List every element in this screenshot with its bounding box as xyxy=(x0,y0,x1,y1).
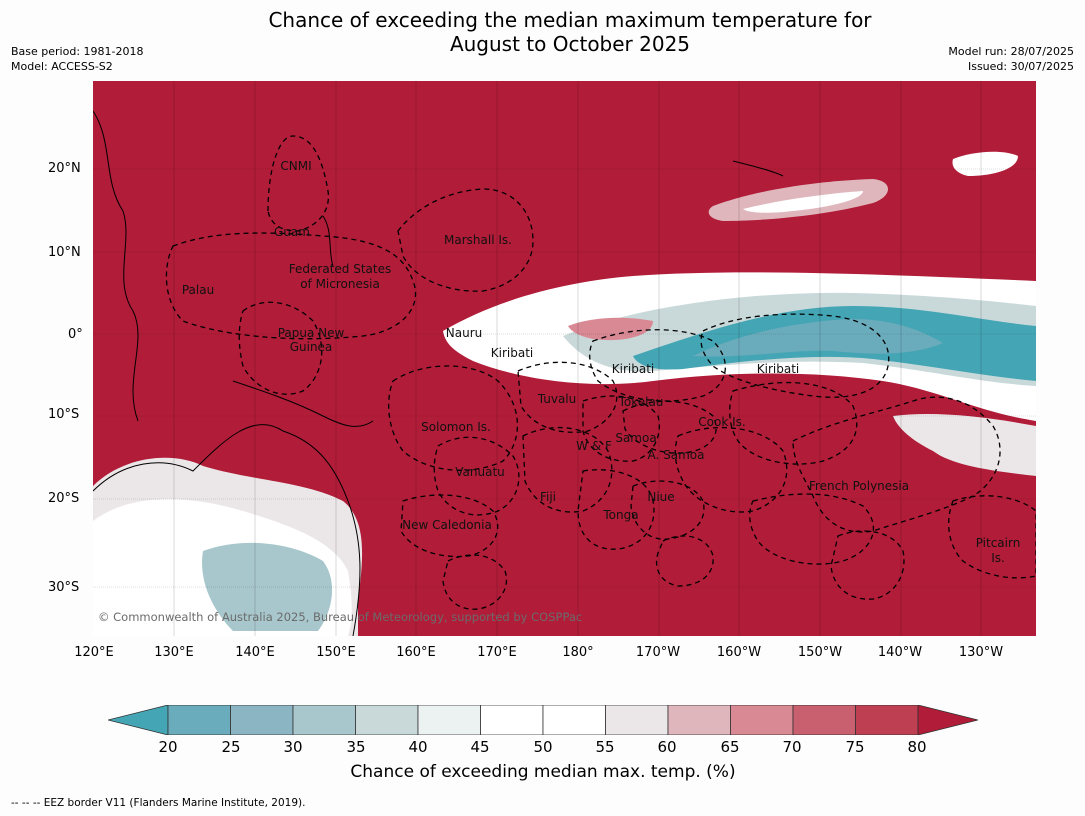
colorbar-cell xyxy=(855,705,919,735)
lat-tick: 10°S xyxy=(48,407,80,422)
colorbar-cell xyxy=(417,705,481,735)
colorbar-tick: 25 xyxy=(221,738,241,756)
colorbar-tick: 20 xyxy=(158,738,178,756)
place-label: Tokelau xyxy=(618,395,664,409)
place-label: Kiribati xyxy=(490,346,534,360)
anomaly-patch-southeast xyxy=(893,414,1036,476)
lon-tick: 180° xyxy=(562,645,594,660)
colorbar-tick: 50 xyxy=(533,738,553,756)
colorbar-tick: 35 xyxy=(346,738,366,756)
colorbar-cell xyxy=(792,705,856,735)
lon-tick: 170°E xyxy=(477,645,517,660)
lon-tick: 150°E xyxy=(316,645,356,660)
lon-tick: 150°W xyxy=(797,645,843,660)
place-label: CNMI xyxy=(280,159,312,173)
grid-lines xyxy=(93,81,1036,636)
lon-tick: 120°E xyxy=(74,645,114,660)
lat-tick: 0° xyxy=(68,327,83,342)
lon-tick: 160°E xyxy=(396,645,436,660)
place-label: Federated States xyxy=(288,262,392,276)
place-label: W & F xyxy=(576,439,612,453)
colorbar-tick: 75 xyxy=(845,738,865,756)
place-label: Nauru xyxy=(445,326,483,340)
place-label: Kiribati xyxy=(611,362,655,376)
colorbar-tick: 45 xyxy=(470,738,490,756)
colorbar-cell xyxy=(230,705,294,735)
place-label: Tuvalu xyxy=(537,392,577,406)
place-label: Niue xyxy=(647,490,675,504)
title-line-1: Chance of exceeding the median maximum t… xyxy=(268,8,872,32)
place-label: Is. xyxy=(991,551,1005,565)
coastlines xyxy=(93,110,784,636)
place-label: New Caledonia xyxy=(402,518,492,532)
place-label: Kiribati xyxy=(756,362,800,376)
place-label: Vanuatu xyxy=(455,465,505,479)
eez-borders xyxy=(165,135,1036,610)
colorbar xyxy=(108,705,978,735)
model-name: Model: ACCESS-S2 xyxy=(11,60,113,73)
colorbar-tick: 40 xyxy=(408,738,428,756)
issued-date: Issued: 30/07/2025 xyxy=(967,60,1074,73)
colorbar-cell xyxy=(480,705,544,735)
anomaly-patch-hawaii xyxy=(952,151,1018,176)
anomaly-band-mid xyxy=(693,319,943,357)
place-label: Cook Is. xyxy=(698,415,746,429)
place-label: Fiji xyxy=(539,490,557,504)
place-label: Samoa xyxy=(615,431,657,445)
colorbar-cell xyxy=(108,705,169,735)
colorbar-cell xyxy=(730,705,794,735)
lat-tick: 30°S xyxy=(48,580,80,595)
colorbar-label: Chance of exceeding median max. temp. (%… xyxy=(350,762,736,782)
colorbar-tick: 80 xyxy=(907,738,927,756)
lat-tick: 20°N xyxy=(48,161,81,176)
colorbar-cell xyxy=(292,705,356,735)
eez-footnote: -- -- -- EEZ border V11 (Flanders Marine… xyxy=(11,797,306,809)
place-label: A. Samoa xyxy=(647,448,705,462)
place-label: Guam xyxy=(274,225,310,239)
colorbar-cell xyxy=(917,705,978,735)
place-label: Palau xyxy=(181,283,215,297)
temperature-map: © Commonwealth of Australia 2025, Bureau… xyxy=(93,81,1036,636)
map-graphics xyxy=(93,81,1036,636)
lon-tick: 140°W xyxy=(877,645,923,660)
meta-right: Model run: 28/07/2025 Issued: 30/07/2025 xyxy=(948,44,1074,74)
lat-tick: 20°S xyxy=(48,491,80,506)
lat-tick: 10°N xyxy=(48,245,81,260)
lon-tick: 130°E xyxy=(154,645,194,660)
place-label: French Polynesia xyxy=(808,479,910,493)
meta-left: Base period: 1981-2018 Model: ACCESS-S2 xyxy=(11,44,143,74)
anomaly-patch-north-white xyxy=(743,191,863,213)
colorbar-cell xyxy=(542,705,606,735)
model-run: Model run: 28/07/2025 xyxy=(948,45,1074,58)
place-label: Marshall Is. xyxy=(444,233,512,247)
copyright-notice: © Commonwealth of Australia 2025, Bureau… xyxy=(98,610,583,624)
place-label: Pitcairn xyxy=(975,536,1021,550)
colorbar-tick: 55 xyxy=(595,738,615,756)
australia-anomaly-blue xyxy=(202,542,333,631)
colorbar-tick: 30 xyxy=(283,738,303,756)
colorbar-tick: 65 xyxy=(720,738,740,756)
lon-tick: 170°W xyxy=(635,645,681,660)
colorbar-cell xyxy=(355,705,419,735)
place-label: Tonga xyxy=(603,508,639,522)
colorbar-cells xyxy=(108,705,978,735)
colorbar-cell xyxy=(667,705,731,735)
lon-tick: 160°W xyxy=(716,645,762,660)
lon-tick: 130°W xyxy=(958,645,1004,660)
place-label: Solomon Is. xyxy=(421,420,491,434)
anomaly-patch-pink xyxy=(568,317,653,341)
colorbar-tick: 60 xyxy=(657,738,677,756)
place-label: of Micronesia xyxy=(300,277,380,291)
place-label: Guinea xyxy=(289,340,333,354)
lon-tick: 140°E xyxy=(235,645,275,660)
title-line-2: August to October 2025 xyxy=(449,32,691,56)
colorbar-cell xyxy=(605,705,669,735)
base-period: Base period: 1981-2018 xyxy=(11,45,144,58)
colorbar-cell xyxy=(167,705,231,735)
place-label: Papua New xyxy=(277,326,345,340)
colorbar-tick: 70 xyxy=(782,738,802,756)
chart-title: Chance of exceeding the median maximum t… xyxy=(0,8,1085,56)
